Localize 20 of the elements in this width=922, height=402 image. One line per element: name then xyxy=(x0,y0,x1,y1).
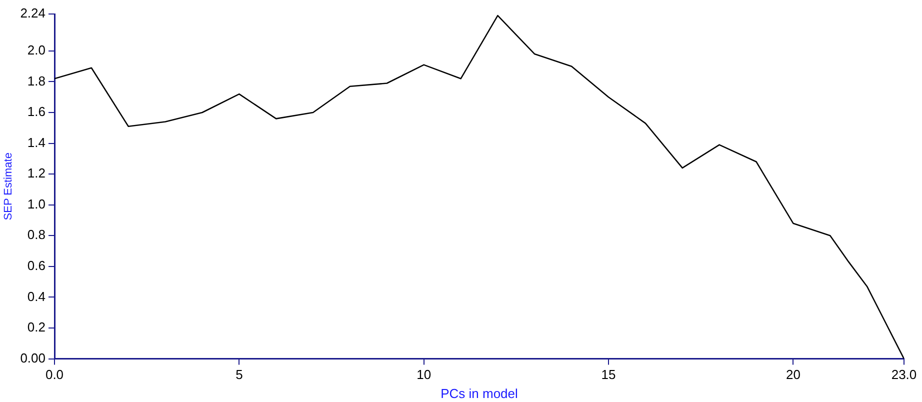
y-tick-label: 1.2 xyxy=(27,166,46,181)
y-tick-label: 1.6 xyxy=(27,104,46,120)
y-tick-label: 1.8 xyxy=(27,73,46,88)
y-axis-title: SEP Estimate xyxy=(2,152,15,220)
y-tick-label: 0.00 xyxy=(20,350,46,366)
x-tick-label: 0.0 xyxy=(45,367,64,382)
x-tick-label: 10 xyxy=(416,367,432,382)
y-tick-label: 2.0 xyxy=(27,42,46,58)
y-tick-label: 2.24 xyxy=(20,6,46,21)
y-tick-label: 0.8 xyxy=(27,227,46,242)
x-tick-label: 15 xyxy=(601,367,616,382)
y-tick-label: 1.4 xyxy=(27,134,46,150)
x-tick-label: 20 xyxy=(786,367,800,382)
y-tick-label: 0.4 xyxy=(27,288,46,304)
x-tick-label: 5 xyxy=(236,367,243,382)
y-tick-label: 0.6 xyxy=(27,258,46,274)
x-axis-title: PCs in model xyxy=(440,386,518,401)
y-tick-label: 0.2 xyxy=(27,320,46,335)
y-tick-label: 1.0 xyxy=(27,196,46,212)
x-tick-label: 23.0 xyxy=(891,367,917,382)
